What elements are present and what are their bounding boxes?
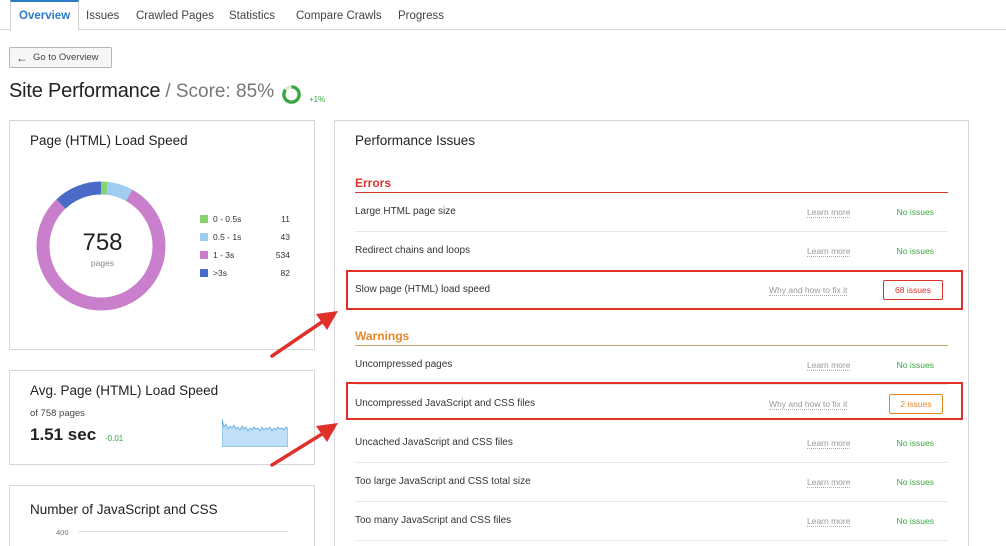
load-speed-title: Page (HTML) Load Speed xyxy=(30,133,188,148)
errors-divider xyxy=(355,192,948,193)
tab-crawled-pages[interactable]: Crawled Pages xyxy=(136,10,214,22)
js-css-title: Number of JavaScript and CSS xyxy=(30,502,218,517)
go-to-overview-label: Go to Overview xyxy=(33,52,99,63)
issue-row: Uncached JavaScript and CSS files Learn … xyxy=(355,424,948,463)
errors-heading: Errors xyxy=(355,176,392,190)
issue-row: Slow page (HTML) load speed Why and how … xyxy=(355,271,948,310)
issue-status: No issues xyxy=(896,246,934,256)
donut-slice xyxy=(36,181,166,311)
score-delta: +1% xyxy=(309,95,326,104)
legend-label: 0 - 0.5s xyxy=(213,214,242,224)
legend-swatch xyxy=(200,215,208,223)
issue-row: Too large JavaScript and CSS total size … xyxy=(355,463,948,502)
issue-row: Redirect chains and loops Learn more No … xyxy=(355,232,948,271)
legend-count: 82 xyxy=(280,268,290,278)
legend-item: 1 - 3s 534 xyxy=(200,250,290,262)
legend-swatch xyxy=(200,269,208,277)
learn-more-link[interactable]: Learn more xyxy=(807,207,851,218)
learn-more-link[interactable]: Learn more xyxy=(807,246,851,257)
legend-label: >3s xyxy=(213,268,227,278)
issue-name: Uncompressed pages xyxy=(355,359,453,370)
issue-name: Large HTML page size xyxy=(355,206,456,217)
avg-load-speed-delta: -0.01 xyxy=(105,434,124,443)
avg-load-speed-title: Avg. Page (HTML) Load Speed xyxy=(30,383,219,398)
legend-swatch xyxy=(200,251,208,259)
issue-name: Slow page (HTML) load speed xyxy=(355,284,491,295)
total-pages-label: pages xyxy=(90,258,115,268)
arrow-left-icon: ← xyxy=(16,50,28,65)
learn-more-link[interactable]: Learn more xyxy=(807,438,851,449)
page-heading: Site Performance / Score: 85% xyxy=(9,80,274,103)
issue-row: Large HTML page size Learn more No issue… xyxy=(355,193,948,232)
legend-item: 0.5 - 1s 43 xyxy=(200,232,290,244)
issue-status: No issues xyxy=(896,438,934,448)
issue-row: Uncompressed pages Learn more No issues xyxy=(355,346,948,385)
learn-more-link[interactable]: Learn more xyxy=(807,516,851,527)
learn-more-link[interactable]: Learn more xyxy=(807,477,851,488)
why-and-how-to-fix-link[interactable]: Why and how to fix it xyxy=(769,285,848,296)
page-title: Site Performance xyxy=(9,80,161,102)
legend-item: >3s 82 xyxy=(200,268,290,280)
issue-name: Redirect chains and loops xyxy=(355,245,471,256)
issues-count-badge[interactable]: 2 issues xyxy=(889,394,943,414)
learn-more-link[interactable]: Learn more xyxy=(807,360,851,371)
tab-compare-crawls[interactable]: Compare Crawls xyxy=(296,10,382,22)
tab-issues[interactable]: Issues xyxy=(86,10,120,22)
legend-count: 534 xyxy=(275,250,290,260)
load-speed-donut-chart xyxy=(36,181,166,311)
issue-status: No issues xyxy=(896,207,934,217)
tab-overview[interactable]: Overview xyxy=(10,0,80,31)
legend-label: 0.5 - 1s xyxy=(213,232,242,242)
go-to-overview-button[interactable]: ← Go to Overview xyxy=(9,47,112,68)
js-css-axis-label: 400 xyxy=(56,528,69,537)
issue-name: Uncompressed JavaScript and CSS files xyxy=(355,398,536,409)
js-css-gridline xyxy=(78,531,288,532)
tab-progress[interactable]: Progress xyxy=(398,10,445,22)
issue-row: Too many JavaScript and CSS files Learn … xyxy=(355,502,948,541)
issue-status: No issues xyxy=(896,477,934,487)
legend-count: 11 xyxy=(281,214,290,224)
tab-statistics[interactable]: Statistics xyxy=(229,10,276,22)
legend-label: 1 - 3s xyxy=(213,250,235,260)
issue-name: Uncached JavaScript and CSS files xyxy=(355,437,513,448)
legend-swatch xyxy=(200,233,208,241)
issue-name: Too large JavaScript and CSS total size xyxy=(355,476,531,487)
score-ring-icon xyxy=(282,85,301,104)
avg-load-speed-value: 1.51 sec xyxy=(30,425,97,444)
score-text: / Score: 85% xyxy=(165,81,275,102)
total-pages-number: 758 xyxy=(82,229,123,256)
tab-bar: Overview Issues Crawled Pages Statistics… xyxy=(0,0,1006,31)
why-and-how-to-fix-link[interactable]: Why and how to fix it xyxy=(769,399,848,410)
avg-load-speed-subtitle: of 758 pages xyxy=(30,408,85,419)
issue-status: No issues xyxy=(896,516,934,526)
legend-count: 43 xyxy=(280,232,290,242)
issues-count-badge[interactable]: 68 issues xyxy=(883,280,943,300)
legend-item: 0 - 0.5s 11 xyxy=(200,214,290,226)
issue-status: No issues xyxy=(896,360,934,370)
issue-name: Too many JavaScript and CSS files xyxy=(355,515,512,526)
warnings-heading: Warnings xyxy=(355,329,410,343)
avg-load-speed-card xyxy=(9,370,315,465)
avg-load-speed-sparkline xyxy=(222,418,288,447)
performance-issues-panel xyxy=(334,120,969,546)
performance-issues-title: Performance Issues xyxy=(355,133,476,148)
donut-slice xyxy=(36,181,166,311)
js-css-card xyxy=(9,485,315,546)
warnings-divider xyxy=(355,345,948,346)
issue-row: Uncompressed JavaScript and CSS files Wh… xyxy=(355,385,948,424)
